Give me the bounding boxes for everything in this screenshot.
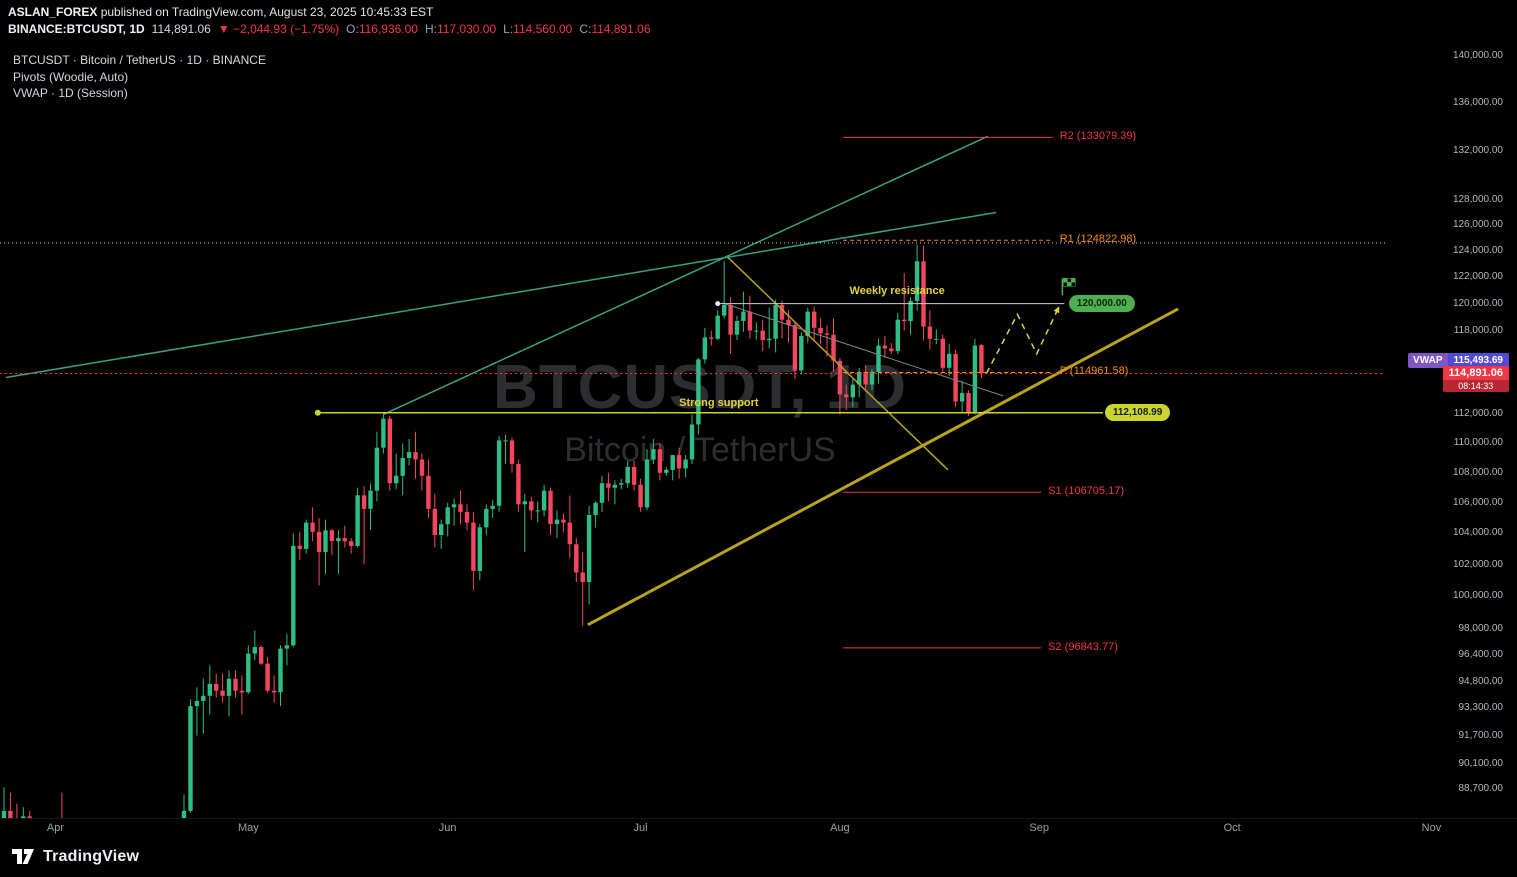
symbol-last-price: 114,891.06 bbox=[151, 22, 211, 36]
ohlc-close: C:114,891.06 bbox=[579, 22, 650, 36]
trend-teal-steep bbox=[383, 135, 989, 416]
symbol-change: ▼ −2,044.93 (−1.75%) bbox=[217, 22, 340, 36]
price-scale-tick: 110,000.00 bbox=[1453, 437, 1503, 449]
price-scale-tick: 112,000.00 bbox=[1453, 408, 1503, 420]
anchor-dot bbox=[314, 409, 321, 416]
price-scale-tick: 93,300.00 bbox=[1458, 701, 1504, 713]
trend-yellow-rising bbox=[587, 307, 1179, 627]
price-scale-tick: 98,000.00 bbox=[1458, 622, 1504, 634]
price-scale-tick: 106,000.00 bbox=[1452, 496, 1503, 508]
high-value: 117,030.00 bbox=[436, 22, 497, 36]
tradingview-branding[interactable]: TradingView bbox=[10, 845, 139, 869]
ohlc-high: H:117,030.00 bbox=[425, 22, 496, 36]
trendlines-layer[interactable] bbox=[0, 135, 1385, 627]
open-label: O: bbox=[346, 22, 359, 36]
price-scale-tick: 120,000.00 bbox=[1452, 297, 1503, 309]
time-axis-label-apr: Apr bbox=[46, 822, 64, 834]
price-scale-tick: 124,000.00 bbox=[1452, 244, 1503, 256]
pivot-label-R2: R2 (133079.39) bbox=[1059, 130, 1137, 143]
time-axis-label-may: May bbox=[237, 822, 259, 834]
price-scale-tick: 91,700.00 bbox=[1458, 729, 1504, 741]
time-axis-label-jul: Jul bbox=[633, 822, 648, 834]
price-scale-tick: 102,000.00 bbox=[1452, 558, 1503, 570]
price-scale-tick: 88,700.00 bbox=[1458, 783, 1504, 794]
price-scale-tick: 128,000.00 bbox=[1452, 193, 1503, 205]
high-label: H: bbox=[424, 22, 437, 36]
chart-pane bbox=[0, 135, 1385, 818]
time-axis-separator bbox=[0, 818, 1517, 819]
trend-teal-shallow bbox=[5, 211, 997, 379]
price-scale-tick: 100,000.00 bbox=[1452, 590, 1503, 602]
ohlc-low: L:114,560.00 bbox=[503, 22, 572, 36]
legend-indicator-pivots[interactable]: Pivots (Woodie, Auto) bbox=[13, 69, 129, 84]
candles-layer bbox=[1, 244, 984, 818]
symbol-title: BINANCE:BTCUSDT, 1D bbox=[8, 22, 145, 36]
annotation-strong-support[interactable]: Strong support bbox=[679, 396, 759, 409]
pivots-layer bbox=[843, 136, 1053, 649]
legend-indicator-vwap[interactable]: VWAP · 1D (Session) bbox=[13, 86, 128, 100]
trend-yellow-falling bbox=[727, 256, 949, 471]
brand-name: TradingView bbox=[43, 848, 140, 865]
ohlc-open: O:116,936.00 bbox=[346, 22, 418, 36]
open-value: 116,936.00 bbox=[358, 22, 418, 36]
trend-gray-falling bbox=[722, 302, 1004, 397]
legend-symbol[interactable]: BTCUSDT · Bitcoin / TetherUS · 1D · BINA… bbox=[13, 53, 266, 67]
pivot-label-R1: R1 (124822.98) bbox=[1059, 233, 1137, 246]
projection-arrowhead bbox=[1053, 306, 1060, 314]
time-axis-label-sep: Sep bbox=[1029, 822, 1050, 834]
publish-info: ASLAN_FOREX published on TradingView.com… bbox=[8, 5, 433, 19]
vwap-tag: VWAP bbox=[1408, 353, 1448, 369]
last-price-value: 114,891.06 bbox=[1448, 367, 1503, 380]
price-scale-tick: 108,000.00 bbox=[1452, 466, 1503, 478]
support-price-label[interactable]: 112,108.99 bbox=[1104, 403, 1171, 421]
price-scale-tick: 94,800.00 bbox=[1458, 676, 1504, 688]
vwap-value: 115,493.69 bbox=[1447, 353, 1509, 369]
low-value: 114,560.00 bbox=[513, 22, 573, 36]
target-price-label[interactable]: 120,000.00 bbox=[1068, 294, 1135, 312]
time-axis-label-jun: Jun bbox=[438, 822, 457, 834]
price-scale-tick: 140,000.00 bbox=[1452, 50, 1503, 61]
price-scale-tick: 136,000.00 bbox=[1452, 96, 1503, 108]
watermark-description: Bitcoin / TetherUS bbox=[564, 431, 836, 469]
vwap-scale-label: VWAP 115,493.69 bbox=[1408, 353, 1509, 369]
bar-countdown: 08:14:33 bbox=[1442, 380, 1509, 393]
time-axis-label-oct: Oct bbox=[1223, 822, 1241, 834]
last-price-scale-label: 114,891.06 08:14:33 bbox=[1442, 366, 1509, 393]
projection-path[interactable] bbox=[985, 305, 1060, 374]
tradingview-logo-icon bbox=[12, 849, 34, 864]
time-axis-label-nov: Nov bbox=[1421, 822, 1442, 834]
publish-details: published on TradingView.com, August 23,… bbox=[100, 5, 434, 19]
pivot-label-S1: S1 (106705.17) bbox=[1048, 485, 1124, 498]
price-scale-tick: 126,000.00 bbox=[1452, 219, 1503, 231]
price-scale-tick: 96,400.00 bbox=[1458, 649, 1504, 661]
time-axis-label-aug: Aug bbox=[830, 822, 850, 834]
close-label: C: bbox=[579, 22, 592, 36]
price-scale-tick: 104,000.00 bbox=[1452, 527, 1503, 539]
symbol-status-row: BINANCE:BTCUSDT, 1D 114,891.06 ▼ −2,044.… bbox=[8, 22, 651, 36]
anchor-dot bbox=[715, 301, 721, 307]
price-scale-tick: 90,100.00 bbox=[1458, 757, 1504, 769]
annotation-weekly-resistance[interactable]: Weekly resistance bbox=[849, 285, 945, 298]
chart-legend: BTCUSDT · Bitcoin / TetherUS · 1D · BINA… bbox=[13, 52, 266, 102]
price-scale-tick: 132,000.00 bbox=[1452, 144, 1503, 156]
publisher-name: ASLAN_FOREX bbox=[8, 5, 98, 19]
low-label: L: bbox=[503, 22, 514, 36]
pivot-label-S2: S2 (96843.77) bbox=[1048, 640, 1118, 653]
pivot-label-P: P (114961.58) bbox=[1059, 365, 1129, 378]
price-scale-tick: 118,000.00 bbox=[1453, 324, 1503, 336]
price-scale-tick: 122,000.00 bbox=[1452, 271, 1503, 283]
target-flag-icon[interactable] bbox=[1061, 278, 1076, 296]
close-value: 114,891.06 bbox=[591, 22, 651, 36]
